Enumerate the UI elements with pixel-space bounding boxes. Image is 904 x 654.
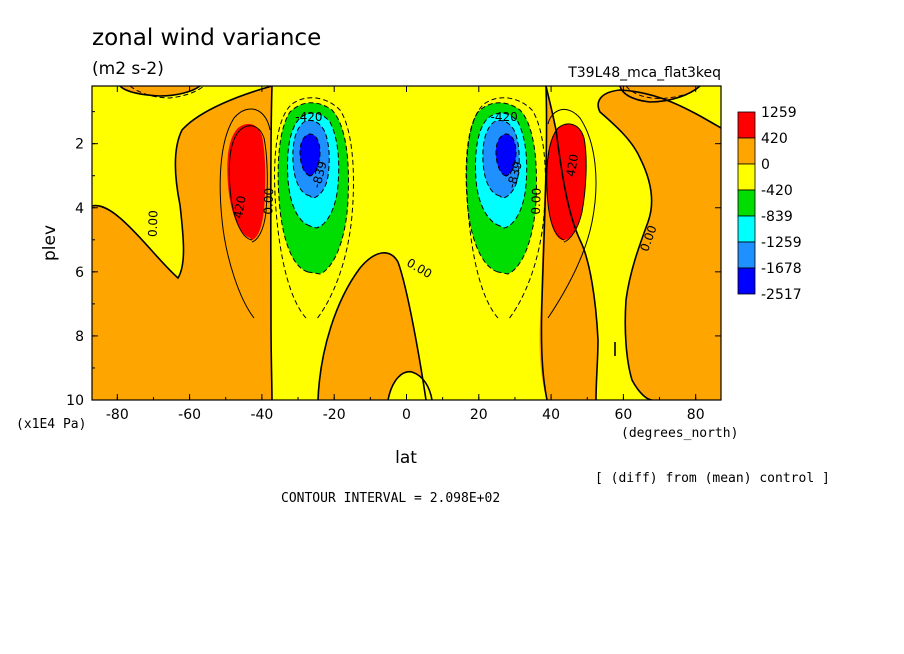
contour-label: 0.00 — [529, 188, 544, 215]
y-tick-label: 2 — [75, 137, 84, 153]
colorbar-swatch — [737, 163, 756, 191]
field-band-orange-top-north — [620, 86, 700, 102]
colorbar-label: -1259 — [761, 235, 802, 251]
colorbar-label: -420 — [761, 183, 793, 199]
contour-label: 420 — [564, 153, 582, 178]
colorbar-label: -2517 — [761, 287, 802, 303]
colorbar-label: 1259 — [761, 105, 797, 121]
y-tick-label: 4 — [75, 201, 84, 217]
colorbar: 1259 420 0 -420 -839 -1259 -1678 -2517 — [737, 105, 802, 303]
field-band-yellow-bottom — [388, 371, 432, 400]
x-tick-label: 80 — [687, 407, 705, 423]
x-tick-label: 60 — [614, 407, 632, 423]
x-tick-label: -80 — [106, 407, 129, 423]
x-axis-label: lat — [395, 448, 417, 468]
chart-title: zonal wind variance — [92, 25, 321, 51]
colorbar-swatch — [737, 215, 756, 243]
colorbar-label: -1678 — [761, 261, 802, 277]
y-tick-label: 10 — [66, 393, 84, 409]
x-tick-label: 0 — [402, 407, 411, 423]
x-axis: -80 -60 -40 -20 0 20 40 60 80 — [106, 86, 705, 423]
colorbar-label: -839 — [761, 209, 793, 225]
contour-interval: CONTOUR INTERVAL = 2.098E+02 — [281, 491, 500, 506]
contour-label: 0.00 — [146, 210, 161, 237]
x-axis-units: (degrees_north) — [621, 426, 738, 441]
x-tick-label: 40 — [542, 407, 560, 423]
colorbar-swatch — [737, 137, 756, 165]
south-positive-core — [227, 123, 266, 240]
contour-label: -839 — [309, 160, 330, 190]
x-tick-label: -60 — [178, 407, 201, 423]
chart-units: (m2 s-2) — [92, 59, 164, 79]
contour-label: -420 — [295, 110, 322, 124]
x-tick-label: 20 — [470, 407, 488, 423]
x-tick-label: -40 — [250, 407, 273, 423]
y-tick-label: 6 — [75, 265, 84, 281]
colorbar-label: 0 — [761, 157, 770, 173]
contour-label: -839 — [504, 160, 525, 190]
colorbar-swatch — [737, 267, 756, 295]
colorbar-swatch — [737, 189, 756, 217]
contour-label: -420 — [490, 110, 517, 124]
north-positive-core — [546, 123, 587, 240]
colorbar-swatch — [737, 111, 756, 139]
x-tick-label: -20 — [323, 407, 346, 423]
run-label: T39L48_mca_flat3keq — [567, 65, 721, 81]
contour-label: 420 — [231, 195, 249, 220]
field-band-yellow-south — [92, 86, 272, 278]
y-axis-label: plev — [40, 225, 60, 261]
y-tick-label: 8 — [75, 329, 84, 345]
south-negative-core — [278, 102, 349, 274]
colorbar-label: 420 — [761, 131, 788, 147]
field-band-yellow-north — [546, 86, 721, 400]
y-axis: 2 4 6 8 10 — [66, 111, 721, 409]
contour-label: 0.00 — [261, 188, 276, 215]
contour-field: -420-8390.004200.000.00-420-8390.004200.… — [92, 86, 721, 400]
contour-lines — [92, 86, 721, 400]
y-axis-units: (x1E4 Pa) — [16, 417, 86, 432]
colorbar-swatch — [737, 241, 756, 269]
diff-note: [ (diff) from (mean) control ] — [595, 471, 830, 486]
